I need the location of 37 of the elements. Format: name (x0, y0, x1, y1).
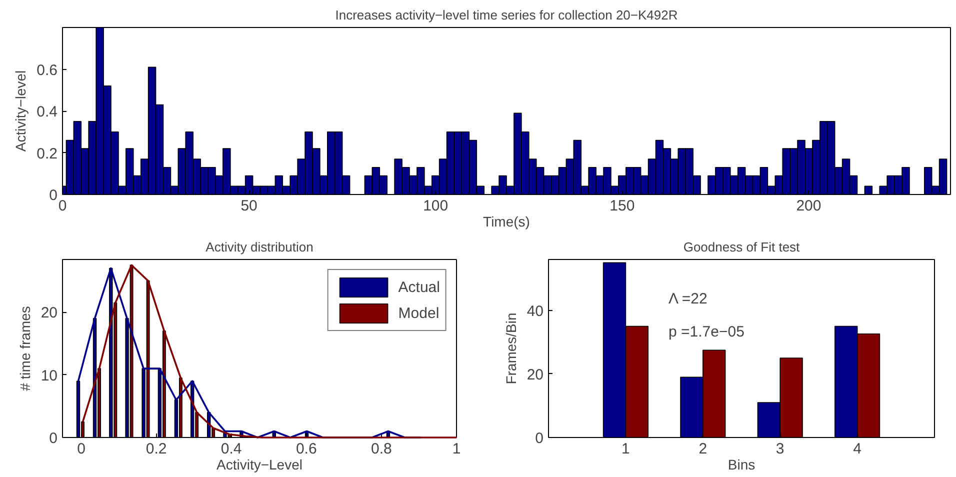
y-axis-title: Frames/Bin (502, 312, 519, 384)
x-tick-label: 0.4 (220, 440, 242, 458)
chart-title: Activity distribution (206, 240, 314, 254)
y-tick-label: 20 (40, 304, 58, 322)
x-tick-label: 1 (452, 440, 461, 458)
x-tick-label: 0 (77, 440, 86, 458)
y-tick-label: 0.2 (36, 145, 58, 162)
annotation: p =1.7e−05 (668, 324, 744, 340)
x-axis-title: Bins (728, 456, 756, 472)
chart-title: Increases activity−level time series for collection 20−K492R (335, 8, 678, 22)
x-tick-label: 0.6 (296, 440, 317, 458)
x-tick-label: 4 (853, 440, 862, 458)
x-tick-label: 150 (610, 198, 635, 214)
y-tick-label: 0 (535, 430, 544, 447)
y-axis-title: Activity−level (12, 70, 29, 152)
x-axis-title: Activity−Level (216, 456, 302, 472)
x-tick-label: 0.2 (146, 440, 167, 458)
legend-label: Actual (398, 278, 440, 296)
y-tick-label: 10 (40, 367, 58, 384)
y-tick-label: 0 (49, 430, 58, 447)
y-tick-label: 0 (49, 187, 58, 204)
x-tick-label: 2 (698, 440, 708, 458)
x-tick-label: 200 (796, 198, 822, 214)
y-axis-title: # time frames (16, 306, 33, 391)
annotation: Λ =22 (668, 290, 708, 308)
x-tick-label: 3 (776, 440, 784, 458)
x-tick-label: 0.8 (371, 440, 392, 458)
chart-title: Goodness of Fit test (683, 240, 800, 254)
x-tick-label: 100 (423, 198, 448, 214)
x-tick-label: 1 (622, 440, 630, 458)
y-tick-label: 0.6 (36, 62, 58, 79)
y-tick-label: 20 (526, 366, 544, 384)
y-tick-label: 40 (526, 302, 544, 320)
x-tick-label: 50 (240, 198, 258, 214)
x-axis-title: Time(s) (483, 214, 530, 230)
legend-label: Model (398, 304, 440, 322)
y-tick-label: 0.4 (36, 104, 58, 120)
